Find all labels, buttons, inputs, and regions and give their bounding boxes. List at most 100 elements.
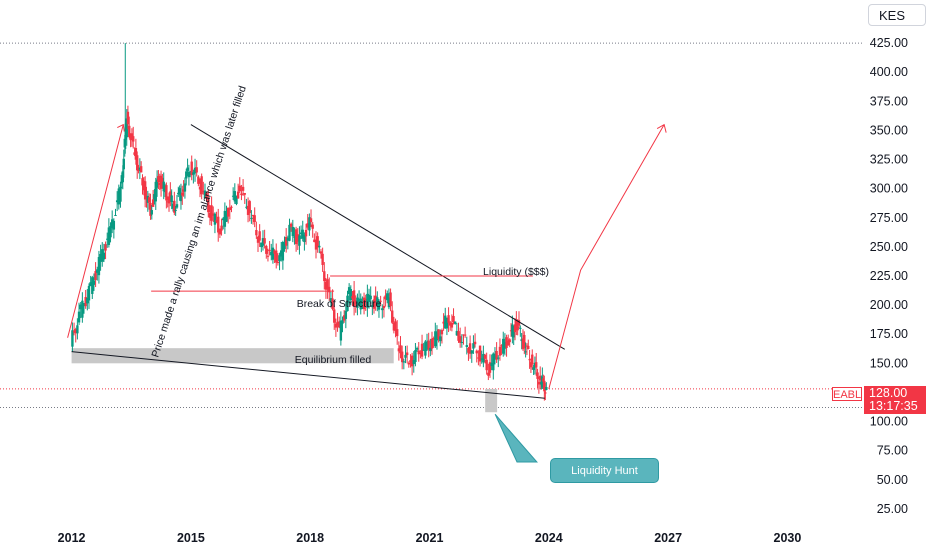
candle-body — [521, 338, 525, 349]
candle-body — [228, 207, 232, 211]
candle-body — [437, 329, 440, 340]
candle-body — [217, 216, 220, 233]
liquidity-hunt-zone — [485, 388, 498, 413]
candle-body — [532, 367, 535, 370]
break-of-structure-label: Break of Structure — [297, 298, 382, 310]
candle-body — [104, 244, 107, 251]
candle-body — [294, 229, 298, 245]
price-tick-label: 300.00 — [870, 182, 908, 196]
candle-body — [500, 345, 503, 347]
candle-body — [138, 167, 142, 170]
candle-body — [366, 293, 369, 308]
candle-body — [326, 279, 329, 290]
candle-body — [529, 362, 533, 368]
candle-body — [356, 297, 359, 308]
candle-body — [96, 269, 99, 273]
candle-body — [400, 351, 404, 363]
candle-body — [333, 309, 336, 323]
candle-body — [97, 257, 101, 276]
candle-body — [260, 242, 263, 248]
candle-body — [357, 299, 361, 301]
candle-body — [154, 181, 157, 202]
candle-body — [359, 298, 362, 310]
candle-body — [502, 338, 505, 354]
currency-selector[interactable]: KES — [868, 4, 926, 26]
candle-body — [395, 329, 399, 337]
candle-body — [181, 192, 184, 196]
candle-body — [364, 298, 367, 303]
candle-body — [445, 317, 449, 329]
candle-body — [280, 250, 283, 257]
candle-body — [246, 205, 250, 215]
candle-body — [444, 315, 447, 329]
candle-body — [402, 361, 406, 363]
time-tick-label: 2021 — [416, 531, 444, 545]
candle-body — [136, 155, 139, 171]
candle-body — [336, 322, 339, 326]
candle-body — [175, 204, 179, 208]
time-axis[interactable]: 2012 2015 2018 2021 2024 2027 2030 — [58, 531, 802, 545]
candle-body — [167, 196, 171, 204]
candle-body — [286, 238, 290, 241]
price-axis[interactable]: 25.0050.0075.00100.00125.00150.00175.002… — [870, 36, 908, 516]
candle-body — [74, 329, 77, 334]
candle-body — [462, 334, 465, 336]
candle-body — [159, 175, 163, 189]
candle-body — [453, 321, 457, 324]
candle-body — [77, 311, 81, 323]
candle-body — [460, 341, 464, 343]
candle-body — [107, 227, 111, 245]
candle-body — [434, 331, 437, 347]
candle-body — [536, 372, 539, 379]
price-tick-label: 250.00 — [870, 240, 908, 254]
candle-body — [213, 213, 217, 225]
candle-body — [424, 341, 427, 356]
candle-body — [412, 360, 415, 365]
candle-body — [509, 330, 513, 332]
candle-body — [520, 339, 523, 342]
candlestick-series — [71, 43, 548, 401]
candle-body — [309, 218, 313, 223]
candle-body — [523, 334, 526, 349]
candle-body — [250, 217, 253, 219]
candle-body — [110, 219, 114, 229]
candle-body — [170, 195, 173, 202]
candle-body — [218, 228, 222, 235]
candle-body — [158, 183, 161, 185]
candle-body — [472, 343, 475, 349]
price-tick-label: 400.00 — [870, 65, 908, 79]
candle-body — [304, 229, 308, 237]
candle-body — [145, 196, 148, 199]
candle-body — [258, 231, 261, 241]
candle-body — [369, 295, 372, 300]
candle-body — [341, 320, 344, 324]
candle-body — [391, 310, 394, 323]
candle-body — [342, 315, 346, 321]
candle-body — [468, 343, 472, 354]
candle-body — [276, 262, 280, 264]
candle-body — [289, 223, 293, 227]
candle-body — [405, 352, 409, 356]
candle-body — [270, 251, 273, 256]
candle-body — [231, 195, 235, 197]
candle-body — [278, 255, 281, 262]
candle-body — [106, 238, 109, 240]
candle-body — [321, 253, 324, 265]
candle-body — [374, 295, 377, 303]
candle-body — [487, 372, 490, 376]
candle-body — [197, 176, 200, 184]
candle-body — [371, 305, 374, 308]
candle-body — [435, 332, 439, 341]
candle-body — [163, 189, 167, 193]
candle-body — [150, 210, 153, 215]
candle-body — [543, 380, 546, 392]
candle-body — [528, 359, 531, 361]
candle-body — [268, 249, 271, 251]
candle-body — [151, 199, 155, 207]
candle-body — [245, 206, 248, 208]
candle-body — [352, 290, 356, 307]
candle-body — [361, 305, 364, 309]
candle-body — [284, 237, 288, 246]
candle-body — [240, 193, 243, 196]
